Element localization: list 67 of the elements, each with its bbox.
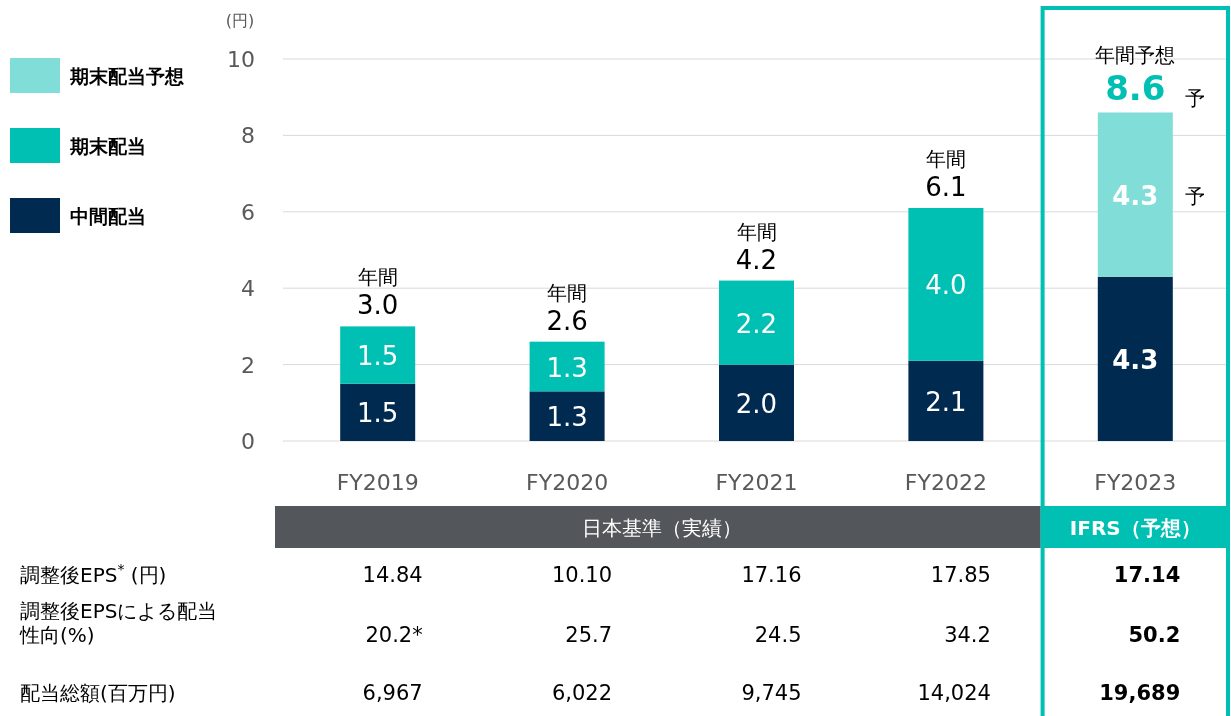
text: 25.7 (565, 623, 613, 647)
annotation: 年間 (736, 219, 777, 244)
text: 17.85 (930, 563, 991, 587)
annotation: 予 (1185, 183, 1206, 208)
bar (1097, 276, 1173, 441)
legend-label: 期末配当 (69, 135, 146, 157)
total-label: 3.0 (357, 290, 399, 321)
data-label: 4.3 (1112, 180, 1159, 211)
data-label: 2.1 (925, 386, 967, 417)
total-label: 8.6 (1105, 68, 1166, 109)
bar (1097, 112, 1173, 277)
text: 20.2* (365, 623, 423, 647)
bar (340, 326, 416, 384)
data-label: 1.5 (357, 398, 399, 429)
bar (719, 280, 794, 365)
text: 6,967 (362, 681, 423, 705)
y-tick-label: 2 (241, 352, 255, 378)
text: 17.14 (1113, 563, 1181, 587)
data-label: 1.5 (357, 341, 399, 372)
data-label: 1.3 (546, 402, 588, 433)
text: 日本基準（実績） (581, 516, 742, 540)
bar (529, 341, 605, 392)
y-tick-label: 10 (227, 47, 255, 72)
text: 34.2 (944, 623, 991, 647)
bar (908, 360, 984, 441)
x-tick-label: FY2023 (1094, 470, 1177, 495)
annotation: 予 (1185, 86, 1206, 111)
data-label: 2.2 (735, 308, 778, 339)
y-axis-title: (円) (225, 11, 255, 30)
annotation: 年間 (357, 265, 398, 290)
annotation: 年間予想 (1095, 43, 1176, 68)
text: 17.16 (741, 563, 802, 587)
data-label: 1.3 (546, 352, 588, 383)
text: 14,024 (917, 681, 991, 705)
text: 調整後EPSによる配当性向(%) (19, 599, 218, 647)
data-label: 4.3 (1112, 344, 1159, 375)
bar (529, 391, 605, 441)
legend-label: 期末配当予想 (69, 65, 184, 87)
annotation: 年間 (925, 146, 966, 171)
y-tick-label: 8 (241, 123, 255, 149)
x-tick-label: FY2022 (904, 470, 987, 495)
total-label: 2.6 (546, 305, 588, 336)
data-label: 4.0 (925, 270, 967, 301)
y-tick-label: 6 (241, 199, 255, 225)
text: 6,022 (551, 681, 613, 705)
text: 配当総額(百万円) (20, 681, 176, 705)
x-tick-label: FY2020 (526, 470, 609, 495)
total-label: 4.2 (735, 244, 778, 275)
text: IFRS（予想） (1069, 516, 1201, 540)
text: 14.84 (362, 563, 423, 587)
bar (340, 383, 416, 441)
bar (908, 207, 984, 361)
bar (719, 364, 794, 441)
text: 調整後EPS$^{*}$ (円) (20, 561, 167, 587)
y-tick-label: 4 (241, 276, 255, 302)
data-label: 2.0 (735, 388, 778, 419)
y-tick-label: 0 (241, 429, 255, 454)
text: 9,745 (741, 681, 802, 705)
legend-label: 中間配当 (70, 205, 146, 227)
annotation: 年間 (547, 280, 588, 305)
x-tick-label: FY2019 (336, 470, 419, 495)
text: 24.5 (754, 623, 802, 647)
text: 50.2 (1128, 623, 1181, 647)
text: 19,689 (1099, 681, 1181, 705)
text: 10.10 (551, 563, 613, 587)
x-tick-label: FY2021 (715, 470, 798, 495)
total-label: 6.1 (925, 171, 967, 202)
